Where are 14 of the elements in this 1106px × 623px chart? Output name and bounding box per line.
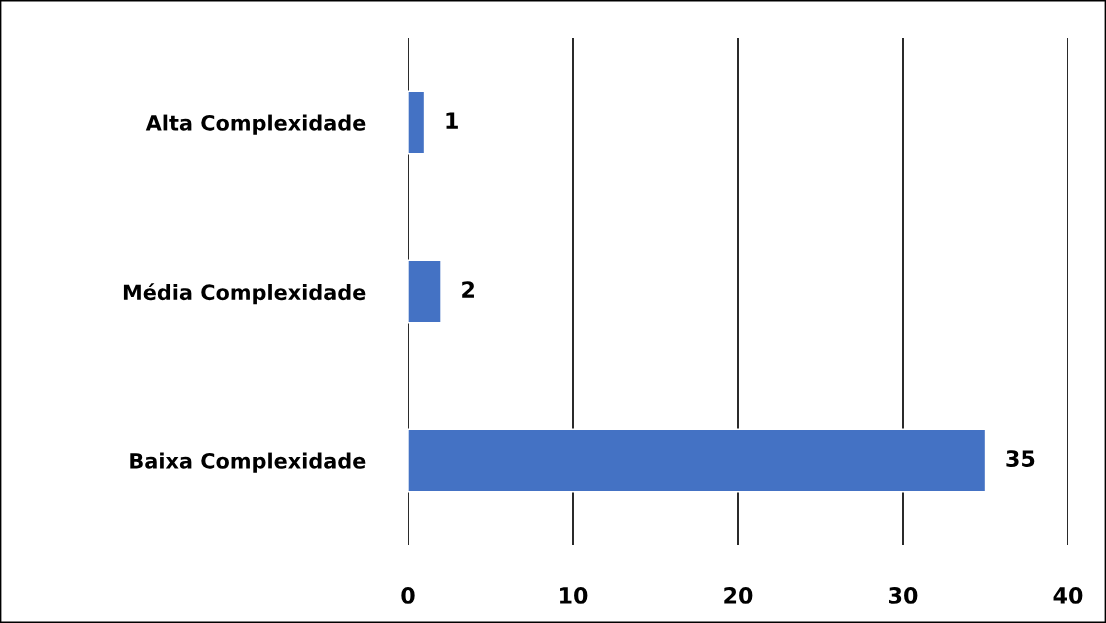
x-tick-label: 0 [401, 587, 415, 604]
data-label: 35 [1006, 450, 1035, 467]
bar [408, 259, 442, 324]
y-tick-label: Alta Complexidade [145, 114, 366, 135]
x-tick-label: 10 [560, 587, 588, 604]
bar [408, 428, 987, 493]
y-tick-label: Média Complexidade [123, 283, 366, 305]
x-tick-label: 40 [1053, 587, 1083, 604]
data-label: 2 [462, 281, 474, 298]
y-tick-label: Baixa Complexidade [130, 452, 366, 473]
x-tick-label: 30 [889, 587, 918, 604]
bar [408, 90, 426, 155]
x-tick-label: 20 [724, 587, 753, 604]
data-label: 1 [446, 112, 458, 129]
